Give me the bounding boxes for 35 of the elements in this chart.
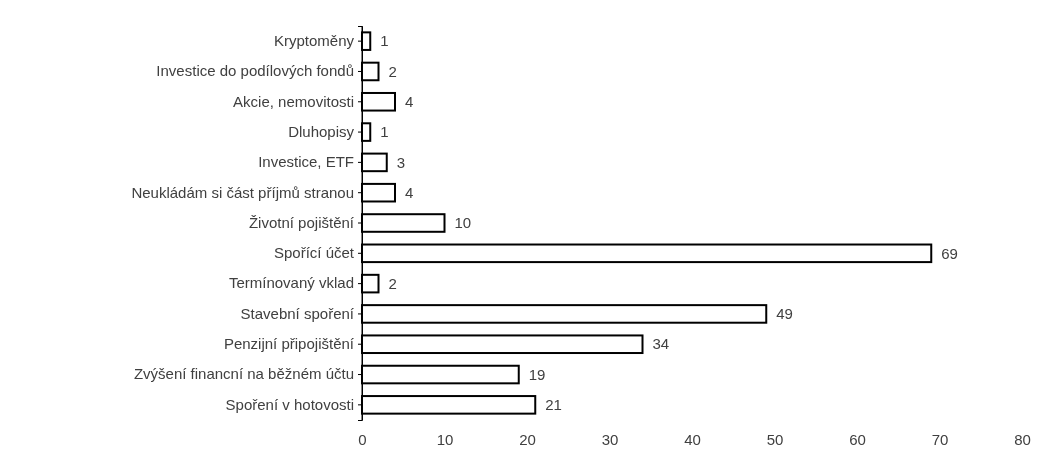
y-tick-label: Termínovaný vklad [228, 274, 354, 292]
x-tick-label: 30 [601, 430, 619, 448]
x-tick-label: 80 [1014, 430, 1031, 448]
y-tick-label: Neukládám si část příjmů stranou [131, 183, 354, 201]
x-tick-label: 50 [766, 430, 784, 448]
y-tick-label: Životní pojištění [248, 213, 355, 231]
y-tick-label: Akcie, nemovitosti [233, 92, 354, 110]
data-label: 10 [454, 214, 472, 232]
y-tick-label: Dluhopisy [288, 122, 355, 140]
data-label: 3 [396, 153, 406, 171]
x-tick-label: 20 [519, 430, 536, 448]
y-tick-label: Kryptoměny [273, 31, 355, 49]
data-label: 21 [545, 396, 562, 414]
data-label: 4 [405, 183, 414, 201]
x-tick-label: 60 [849, 430, 866, 448]
y-tick-label: Spoření v hotovosti [225, 395, 354, 413]
data-label: 1 [380, 123, 389, 141]
data-label: 1 [380, 32, 389, 50]
y-tick-label: Spořící účet [273, 244, 355, 262]
data-label: 2 [388, 62, 397, 80]
y-tick-label: Zvýšení financní na běžném účtu [133, 365, 354, 383]
data-label: 34 [652, 335, 670, 353]
data-label: 69 [941, 244, 958, 262]
data-label: 49 [776, 305, 793, 323]
x-tick-label: 10 [436, 430, 454, 448]
y-tick-label: Stavební spoření [240, 304, 355, 322]
y-tick-label: Investice do podílových fondů [156, 62, 354, 80]
x-tick-label: 40 [684, 430, 701, 448]
data-label: 2 [388, 274, 397, 292]
y-tick-label: Penzijní připojištění [223, 335, 355, 353]
x-tick-label: 70 [931, 430, 949, 448]
data-label: 4 [405, 93, 414, 111]
x-tick-label: 0 [358, 430, 367, 448]
data-label: 19 [528, 365, 546, 383]
y-tick-label: Investice, ETF [258, 153, 354, 171]
